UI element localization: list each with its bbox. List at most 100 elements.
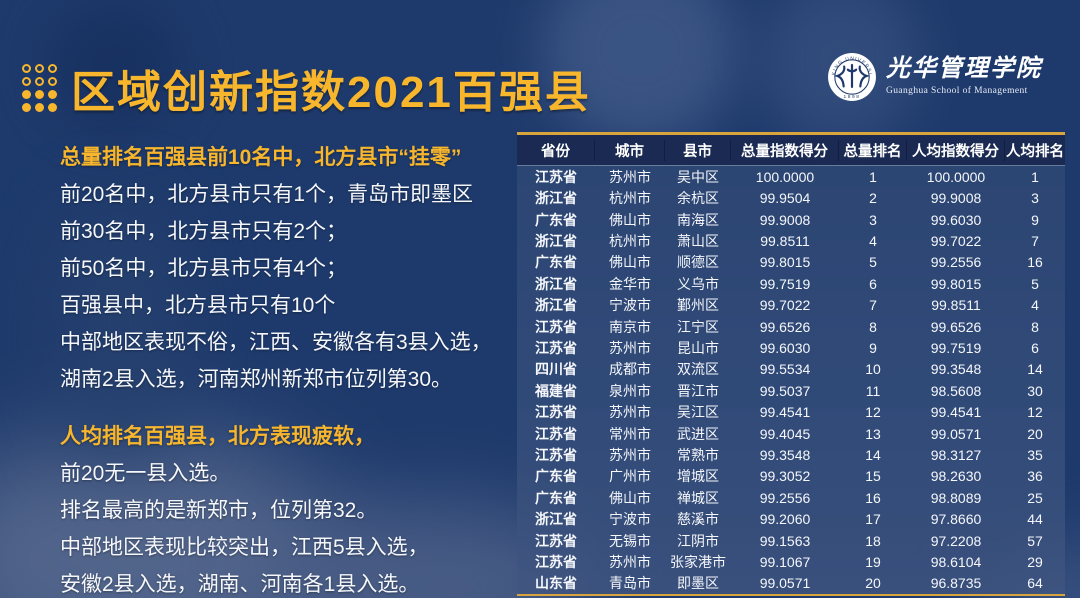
table-cell-total-rank: 9 bbox=[869, 339, 877, 356]
logo-text: 光华管理学院 Guanghua School of Management bbox=[886, 57, 1042, 96]
table-cell-total-score: 99.1067 bbox=[759, 554, 811, 571]
table-cell-total-score: 99.5534 bbox=[759, 361, 811, 378]
column-header: 总量排名 bbox=[839, 139, 907, 161]
text-line: 中部地区表现不俗，江西、安徽各有3县入选， bbox=[60, 331, 492, 354]
text-line: 前20名中，北方县市只有1个，青岛市即墨区 bbox=[60, 183, 474, 206]
table-row: 福建省 泉州市 晋江市 99.5037 11 98.5608 30 bbox=[517, 380, 1065, 401]
table-cell-total-score: 99.2556 bbox=[759, 489, 811, 506]
table-cell-province: 广东省 bbox=[535, 468, 577, 485]
table-cell-county: 增城区 bbox=[677, 468, 719, 485]
title-row: 区域创新指数2021百强县 bbox=[22, 56, 591, 120]
table-cell-county: 禅城区 bbox=[677, 489, 719, 506]
table-cell-total-score: 99.0571 bbox=[759, 575, 811, 592]
table-cell-county: 余杭区 bbox=[677, 190, 719, 207]
table-cell-city: 苏州市 bbox=[609, 339, 651, 356]
table-cell-city: 苏州市 bbox=[609, 168, 651, 185]
text-line: 前20无一县入选。 bbox=[60, 462, 231, 485]
table-cell-percapita-rank: 36 bbox=[1027, 468, 1043, 485]
table-cell-province: 浙江省 bbox=[535, 275, 577, 292]
table-cell-percapita-rank: 57 bbox=[1027, 532, 1043, 549]
table-cell-percapita-score: 97.2208 bbox=[930, 532, 982, 549]
table-cell-total-score: 99.9504 bbox=[759, 190, 811, 207]
table-cell-percapita-rank: 9 bbox=[1031, 211, 1039, 228]
table-row: 江苏省 苏州市 昆山市 99.6030 9 99.7519 6 bbox=[517, 337, 1065, 358]
table-cell-percapita-score: 96.8735 bbox=[930, 575, 982, 592]
table-cell-county: 常熟市 bbox=[677, 446, 719, 463]
table-cell-percapita-score: 99.7022 bbox=[930, 232, 982, 249]
table-cell-county: 鄞州区 bbox=[677, 297, 719, 314]
table-row: 江苏省 苏州市 吴江区 99.4541 12 99.4541 12 bbox=[517, 401, 1065, 422]
table-cell-percapita-rank: 20 bbox=[1027, 425, 1043, 442]
table-cell-county: 萧山区 bbox=[677, 232, 719, 249]
table-row: 江苏省 南京市 江宁区 99.6526 8 99.6526 8 bbox=[517, 316, 1065, 337]
table-cell-province: 江苏省 bbox=[535, 168, 577, 185]
table-cell-county: 武进区 bbox=[677, 425, 719, 442]
table-cell-percapita-rank: 5 bbox=[1031, 275, 1039, 292]
table-row: 广东省 佛山市 南海区 99.9008 3 99.6030 9 bbox=[517, 209, 1065, 230]
table-cell-city: 宁波市 bbox=[609, 297, 651, 314]
table-cell-county: 顺德区 bbox=[677, 254, 719, 271]
table-cell-percapita-score: 98.6104 bbox=[930, 554, 982, 571]
table-row: 浙江省 杭州市 余杭区 99.9504 2 99.9008 3 bbox=[517, 187, 1065, 208]
table-cell-city: 杭州市 bbox=[609, 190, 651, 207]
table-cell-percapita-score: 100.0000 bbox=[926, 168, 986, 185]
column-header: 人均指数得分 bbox=[907, 139, 1005, 161]
table-cell-percapita-rank: 25 bbox=[1027, 489, 1043, 506]
table-cell-city: 宁波市 bbox=[609, 511, 651, 528]
table-row: 浙江省 金华市 义乌市 99.7519 6 99.8015 5 bbox=[517, 273, 1065, 294]
table-cell-province: 山东省 bbox=[535, 575, 577, 592]
text-line: 人均排名百强县，北方表现疲软， bbox=[60, 425, 375, 448]
table-cell-total-rank: 8 bbox=[869, 318, 877, 335]
table-cell-county: 吴中区 bbox=[677, 168, 719, 185]
text-line: 中部地区表现比较突出，江西5县入选， bbox=[60, 536, 429, 559]
table-cell-percapita-rank: 1 bbox=[1031, 168, 1039, 185]
table-cell-province: 浙江省 bbox=[535, 232, 577, 249]
text-line: 前30名中，北方县市只有2个； bbox=[60, 220, 348, 243]
text-line: 前50名中，北方县市只有4个； bbox=[60, 257, 348, 280]
table-cell-percapita-score: 98.2630 bbox=[930, 468, 982, 485]
table-cell-county: 义乌市 bbox=[677, 275, 719, 292]
table-cell-province: 江苏省 bbox=[535, 425, 577, 442]
table-row: 江苏省 无锡市 江阴市 99.1563 18 97.2208 57 bbox=[517, 530, 1065, 551]
table-cell-province: 广东省 bbox=[535, 211, 577, 228]
table-cell-total-rank: 3 bbox=[869, 211, 877, 228]
table-cell-total-rank: 12 bbox=[865, 404, 881, 421]
table-cell-city: 金华市 bbox=[609, 275, 651, 292]
table-cell-percapita-rank: 30 bbox=[1027, 382, 1043, 399]
table-cell-total-rank: 7 bbox=[869, 297, 877, 314]
table-cell-province: 广东省 bbox=[535, 489, 577, 506]
table-cell-province: 浙江省 bbox=[535, 511, 577, 528]
table-cell-total-score: 99.6030 bbox=[759, 339, 811, 356]
table-row: 山东省 青岛市 即墨区 99.0571 20 96.8735 64 bbox=[517, 573, 1065, 594]
table-cell-percapita-score: 99.7519 bbox=[930, 339, 982, 356]
table-cell-total-score: 99.9008 bbox=[759, 211, 811, 228]
table-cell-city: 杭州市 bbox=[609, 232, 651, 249]
text-line: 总量排名百强县前10名中，北方县市“挂零” bbox=[60, 146, 462, 169]
table-cell-province: 福建省 bbox=[535, 382, 577, 399]
column-header: 人均排名 bbox=[1006, 143, 1064, 160]
table-cell-province: 江苏省 bbox=[535, 532, 577, 549]
table-cell-percapita-score: 99.3548 bbox=[930, 361, 982, 378]
table-cell-county: 张家港市 bbox=[670, 554, 726, 571]
table-cell-total-score: 99.7022 bbox=[759, 297, 811, 314]
table-cell-province: 江苏省 bbox=[535, 404, 577, 421]
table-cell-total-score: 99.8015 bbox=[759, 254, 811, 271]
table-cell-total-rank: 14 bbox=[865, 446, 881, 463]
school-logo: PEKING UNIVERSITY 1898 光华管理学院 Guanghua S… bbox=[827, 52, 1042, 102]
table-cell-percapita-score: 99.4541 bbox=[930, 404, 982, 421]
table-header-row: 省份 城市 县市 总量指数得分 总量排名 人均指数得分 人均排名 bbox=[517, 135, 1065, 165]
text-line: 排名最高的是新郑市，位列第32。 bbox=[60, 499, 378, 522]
table-row: 江苏省 常州市 武进区 99.4045 13 99.0571 20 bbox=[517, 423, 1065, 444]
table-row: 江苏省 苏州市 吴中区 100.0000 1 100.0000 1 bbox=[517, 166, 1065, 187]
seal-year-text: 1898 bbox=[844, 94, 861, 100]
table-cell-total-rank: 18 bbox=[865, 532, 881, 549]
table-cell-total-score: 99.8511 bbox=[760, 232, 810, 249]
table-cell-percapita-rank: 16 bbox=[1027, 254, 1043, 271]
table-cell-percapita-score: 98.3127 bbox=[930, 446, 982, 463]
text-line: 安徽2县入选，湖南、河南各1县入选。 bbox=[60, 573, 420, 596]
table-row: 江苏省 苏州市 常熟市 99.3548 14 98.3127 35 bbox=[517, 444, 1065, 465]
table-cell-province: 江苏省 bbox=[535, 339, 577, 356]
background-blur-shape bbox=[55, 200, 185, 470]
ranking-table: 省份 城市 县市 总量指数得分 总量排名 人均指数得分 人均排名 江苏省 苏州市… bbox=[517, 132, 1065, 596]
table-cell-percapita-rank: 8 bbox=[1031, 318, 1039, 335]
